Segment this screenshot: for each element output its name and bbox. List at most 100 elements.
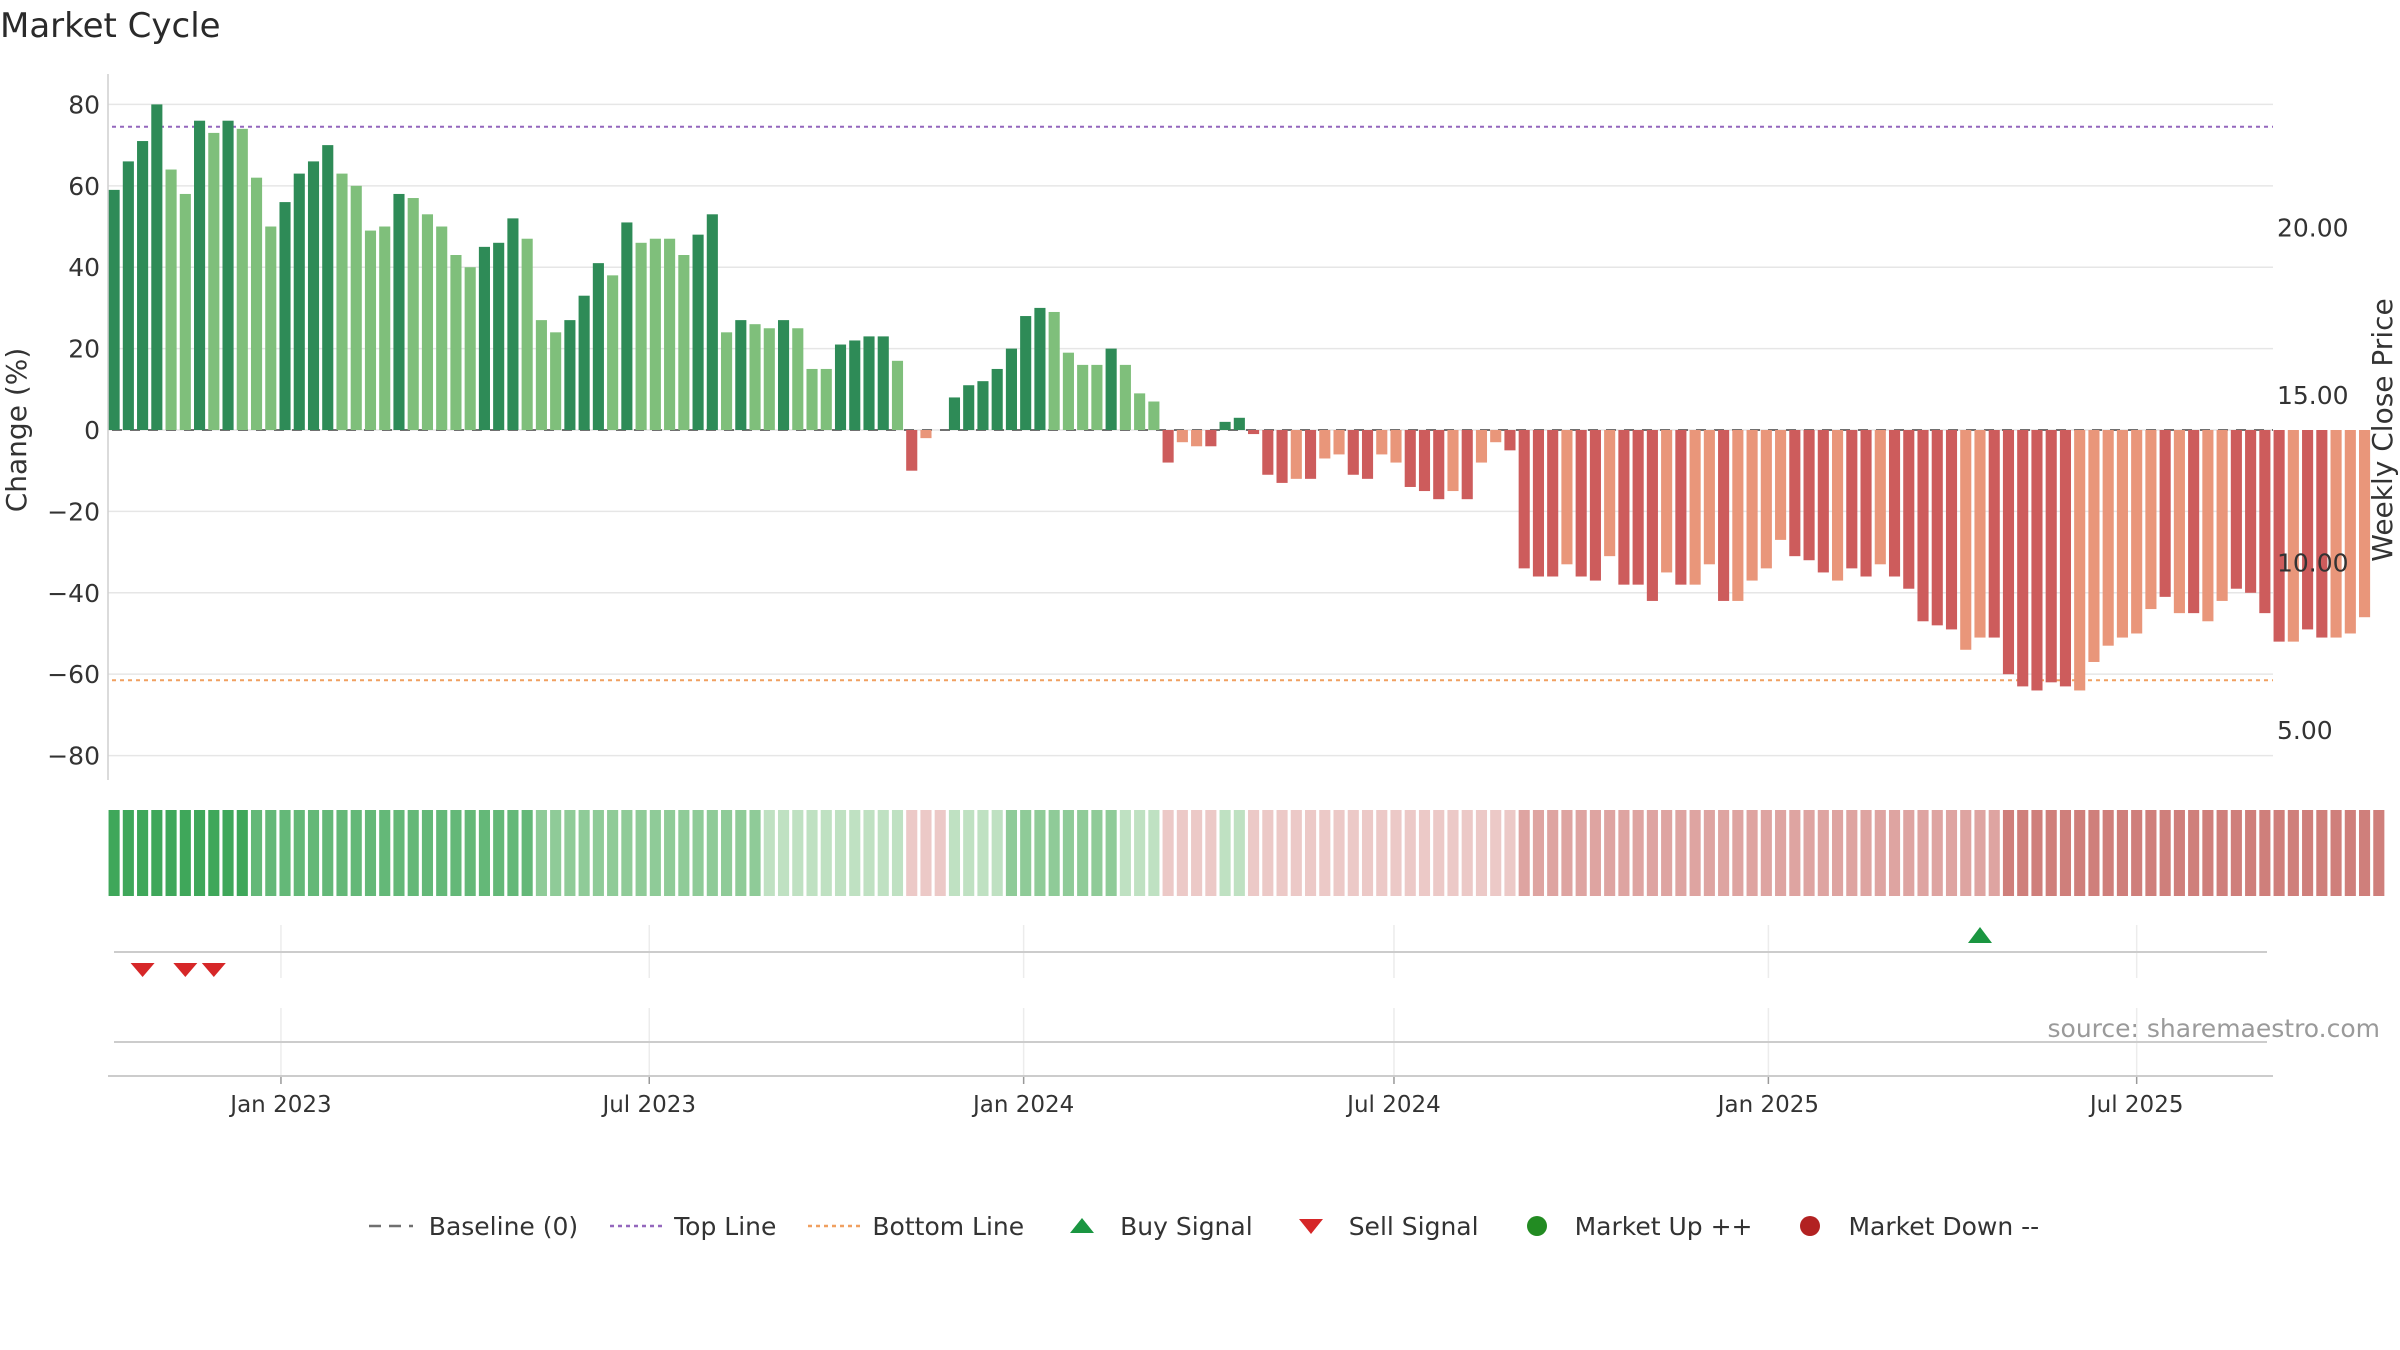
- heat-cell: [1433, 810, 1445, 896]
- bar: [2145, 430, 2157, 610]
- y-tick-label: −20: [47, 497, 100, 526]
- bar: [2230, 430, 2242, 589]
- legend-label: Buy Signal: [1120, 1211, 1253, 1241]
- heat-cell: [1589, 810, 1601, 896]
- heat-cell: [706, 810, 718, 896]
- heat-cell: [1205, 810, 1217, 896]
- bar: [151, 104, 163, 430]
- heat-cell: [1319, 810, 1331, 896]
- bar: [1974, 430, 1986, 638]
- bar: [2302, 430, 2314, 630]
- bar: [1917, 430, 1929, 622]
- bar: [891, 360, 904, 430]
- bar: [1760, 430, 1772, 569]
- heat-cell: [151, 810, 163, 896]
- y-axis-title: Change (%): [0, 348, 33, 513]
- bar: [2116, 430, 2128, 638]
- legend-swatch: [808, 1224, 861, 1228]
- heat-cell: [493, 810, 505, 896]
- bar: [1290, 430, 1302, 479]
- bar: [2202, 430, 2214, 622]
- bar: [1148, 401, 1160, 430]
- legend-item: Market Up ++: [1507, 1211, 1752, 1241]
- bar: [265, 226, 277, 430]
- bar: [1803, 430, 1815, 561]
- heat-cell: [920, 810, 932, 896]
- legend-swatch: [1298, 1219, 1323, 1234]
- bar: [2159, 430, 2171, 597]
- heat-cell: [1632, 810, 1644, 896]
- bar: [1347, 430, 1359, 475]
- heat-cell: [2287, 810, 2299, 896]
- bar: [2245, 430, 2257, 593]
- bar: [208, 132, 220, 430]
- heat-cell: [1703, 810, 1715, 896]
- x-tick-label: Jan 2024: [971, 1092, 1074, 1118]
- heat-cell: [2145, 810, 2157, 896]
- heat-cell: [1817, 810, 1829, 896]
- bar: [863, 336, 875, 430]
- bar: [550, 332, 562, 430]
- bars-layer: [108, 104, 2371, 691]
- heat-cell: [194, 810, 206, 896]
- heat-cell: [1148, 810, 1160, 896]
- bar: [2045, 430, 2057, 683]
- bar: [236, 128, 248, 430]
- heat-cell: [763, 810, 775, 896]
- bar: [350, 185, 362, 430]
- heat-cell: [1034, 810, 1046, 896]
- bar: [1020, 316, 1032, 430]
- bar: [1589, 430, 1601, 581]
- heat-cell: [948, 810, 961, 896]
- heat-cell: [507, 810, 519, 896]
- legend-item: Buy Signal: [1052, 1211, 1253, 1241]
- signal-panel: [114, 927, 2267, 1043]
- sell-signal-marker: [173, 963, 198, 977]
- bar: [407, 198, 419, 430]
- source-annotation: source: sharemaestro.com: [2047, 1014, 2381, 1043]
- bar: [2017, 430, 2029, 687]
- bar: [2287, 430, 2299, 642]
- heat-cell: [877, 810, 889, 896]
- legend-triangle-up: [1070, 1218, 1095, 1233]
- heat-cell: [2216, 810, 2228, 896]
- bar: [735, 320, 747, 430]
- heat-cell: [208, 810, 220, 896]
- sell-signal-marker: [130, 963, 155, 977]
- bar: [1817, 430, 1829, 573]
- heat-cell: [1675, 810, 1687, 896]
- heat-cell: [1960, 810, 1972, 896]
- heat-cell: [364, 810, 377, 896]
- heat-cell: [122, 810, 134, 896]
- bar: [1248, 430, 1260, 435]
- heat-cell: [1233, 810, 1245, 896]
- heat-cell: [1746, 810, 1758, 896]
- heat-cell: [550, 810, 562, 896]
- bar: [977, 381, 989, 430]
- heat-cell: [1062, 810, 1074, 896]
- heat-cell: [2273, 810, 2285, 896]
- heat-cell: [1490, 810, 1502, 896]
- heat-cell: [436, 810, 448, 896]
- bar: [137, 141, 149, 430]
- heat-cell: [1020, 810, 1032, 896]
- bar: [1433, 430, 1445, 500]
- bar: [1490, 430, 1502, 443]
- legend: Baseline (0) Top Line Bottom Line Buy Signa…: [0, 1206, 2400, 1246]
- heat-cell: [1789, 810, 1801, 896]
- heat-cell: [307, 810, 320, 896]
- heat-cell: [1832, 810, 1844, 896]
- bar: [664, 238, 676, 430]
- bar: [1874, 430, 1886, 565]
- heat-cell: [621, 810, 633, 896]
- heat-cell: [279, 810, 291, 896]
- y2-tick-label: 20.00: [2277, 213, 2349, 242]
- legend-swatch: [368, 1224, 413, 1228]
- heat-cell: [179, 810, 191, 896]
- bar: [1718, 430, 1730, 601]
- bar: [2216, 430, 2228, 601]
- bar: [849, 340, 861, 430]
- x-tick-label: Jan 2023: [228, 1092, 331, 1118]
- legend-label: Top Line: [674, 1211, 777, 1241]
